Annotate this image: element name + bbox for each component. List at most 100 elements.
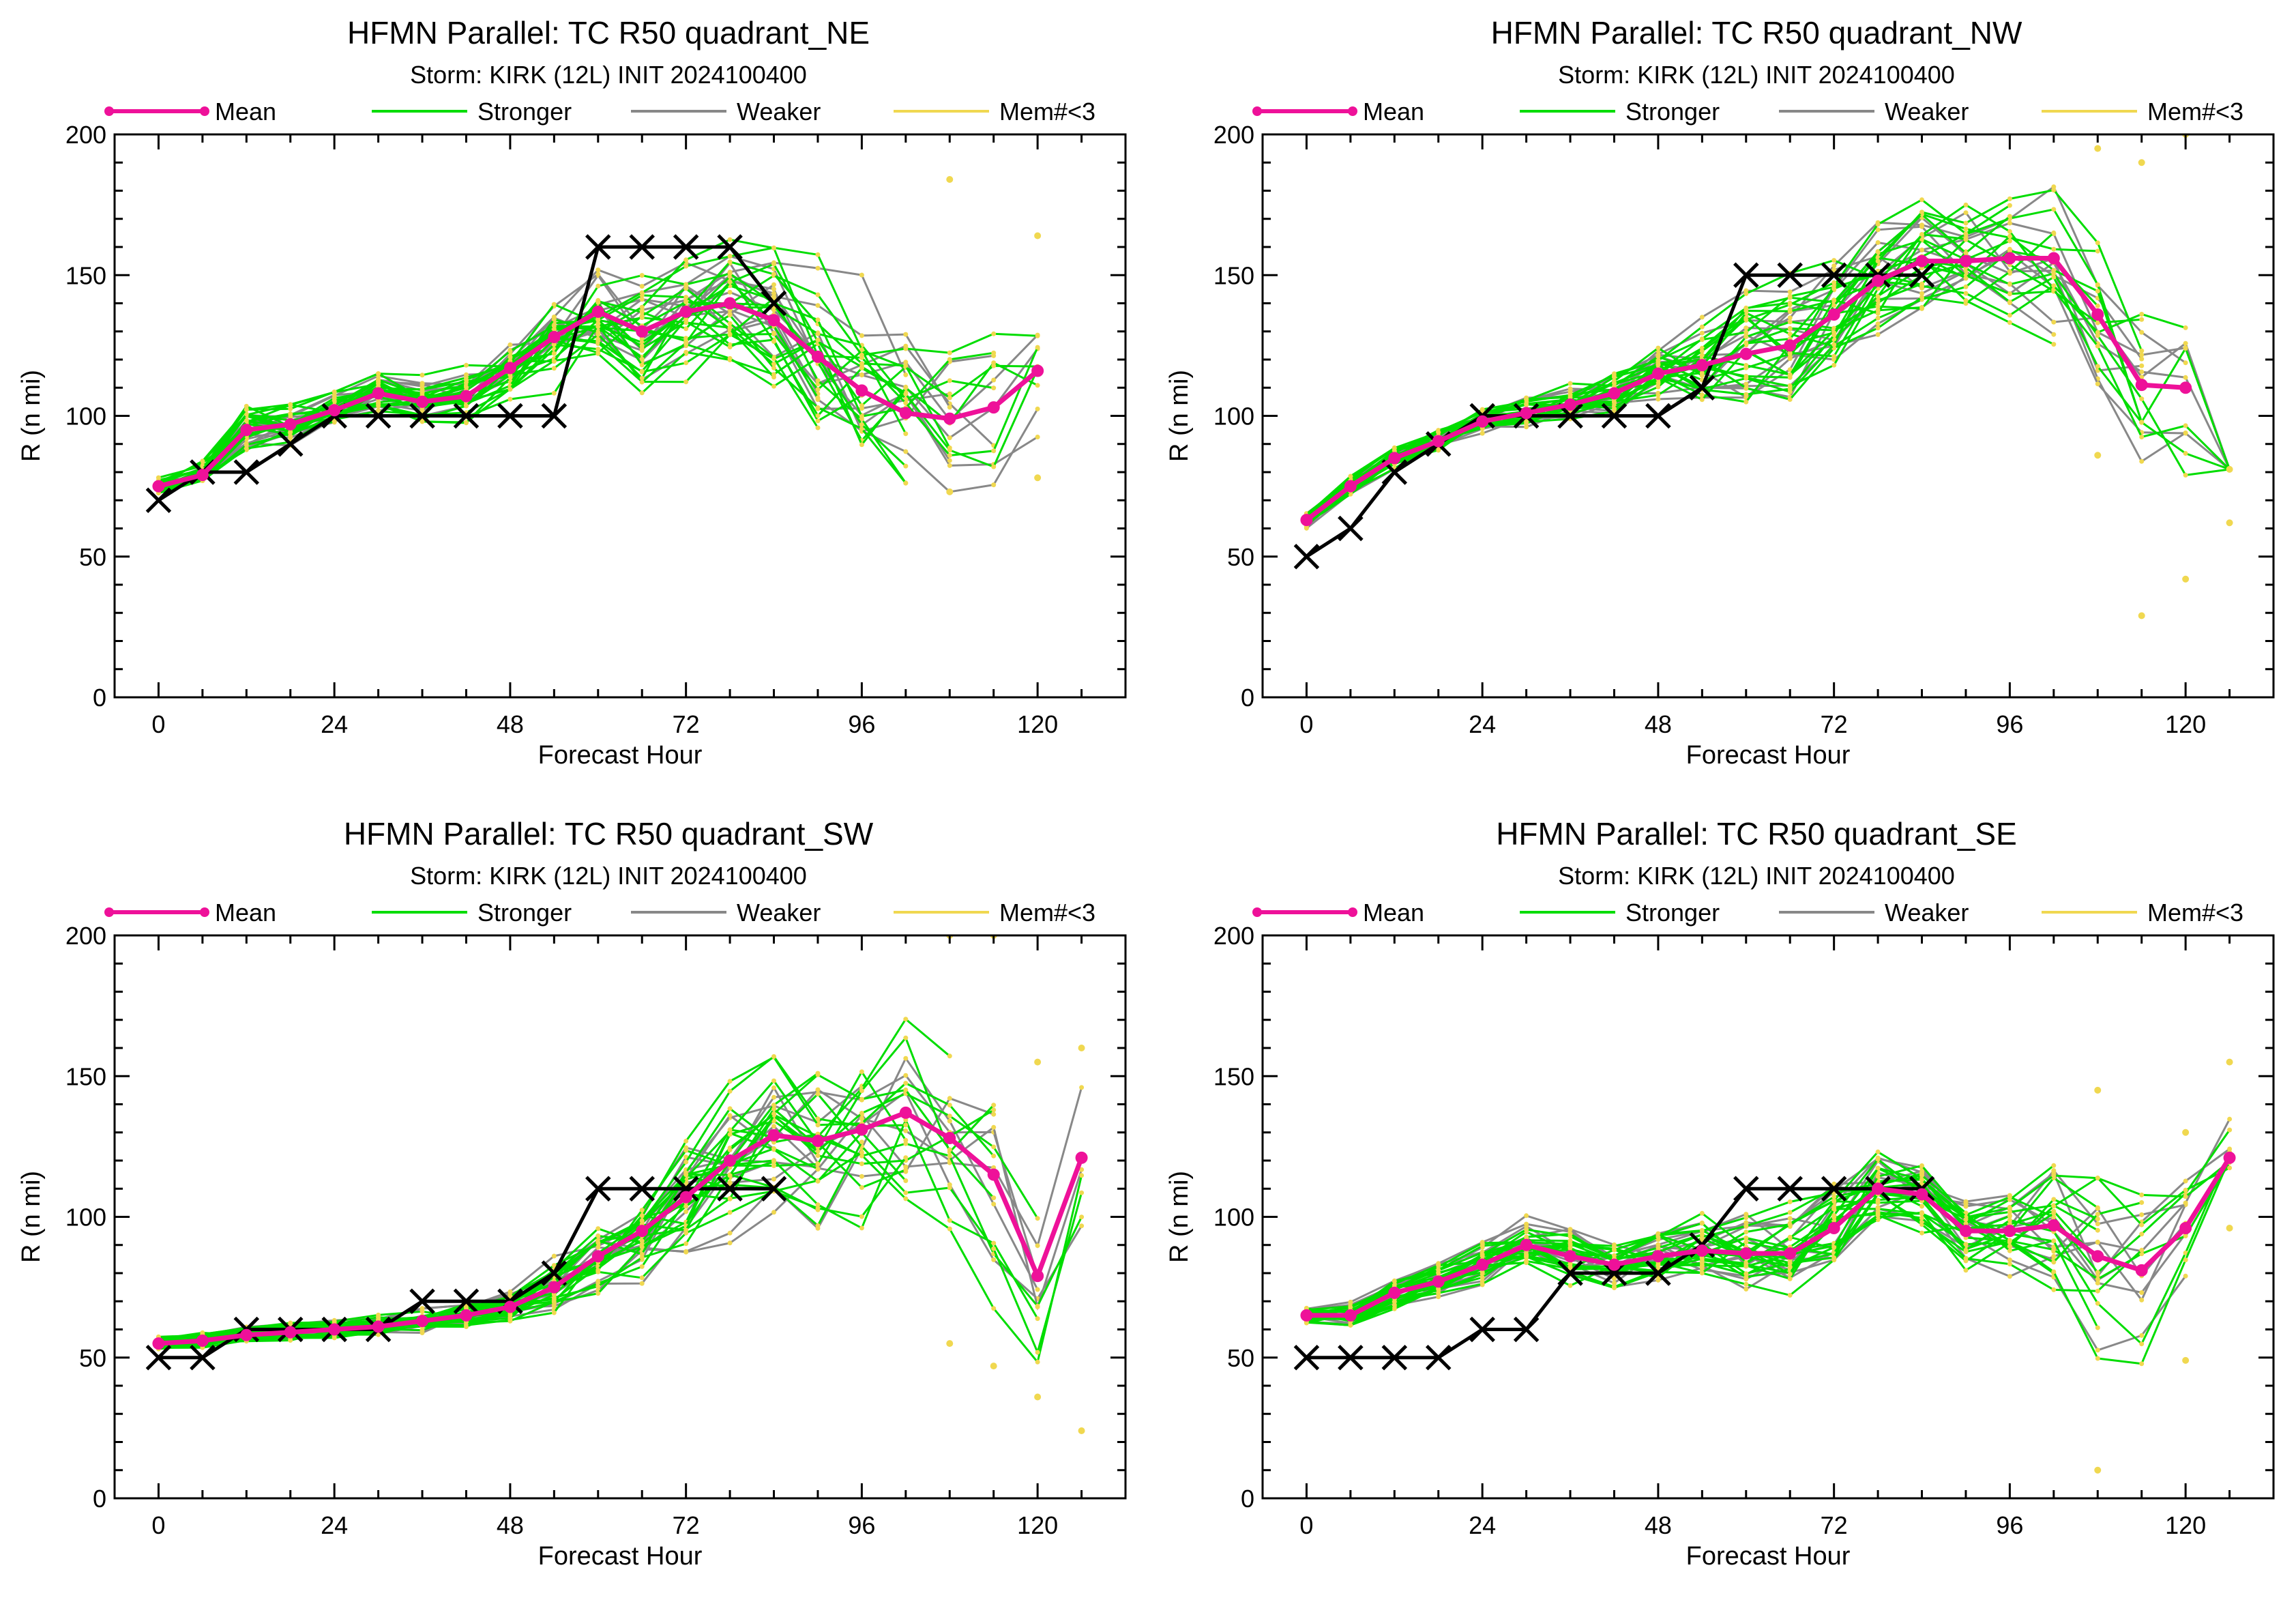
mean-point [987, 1168, 1000, 1181]
legend-label: Mem#<3 [2147, 98, 2243, 126]
ensemble-member-point [1568, 381, 1573, 386]
ensemble-member-point [1875, 325, 1881, 331]
ensemble-member-point [1743, 1240, 1749, 1244]
ensemble-member-point [727, 312, 733, 318]
ensemble-member-point [903, 332, 909, 337]
ensemble-member-point [288, 433, 293, 439]
ensemble-member-point [815, 1161, 821, 1167]
ensemble-member-point [815, 1166, 821, 1171]
ensemble-member-point [1480, 1275, 1485, 1280]
ensemble-member-point [991, 331, 997, 336]
ensemble-member-point [639, 362, 645, 368]
ensemble-member-point [991, 1153, 997, 1159]
chart-subtitle: Storm: KIRK (12L) INIT 2024100400 [1558, 862, 1955, 890]
ensemble-member-point [376, 403, 381, 408]
ensemble-member-point [771, 1111, 776, 1116]
legend-marker [1252, 106, 1262, 116]
ensemble-member-point [2095, 364, 2100, 369]
ensemble-member-point [1963, 276, 1969, 281]
ensemble-member-point [2139, 420, 2145, 425]
ensemble-member-point [771, 1124, 776, 1129]
ensemble-member-point [639, 1213, 645, 1219]
ensemble-member-point [1612, 1281, 1617, 1286]
ensemble-member-point [2051, 1197, 2057, 1202]
mean-point [1031, 364, 1044, 377]
ensemble-member-point [1787, 350, 1793, 355]
ensemble-member-point [1524, 1221, 1529, 1227]
ensemble-member-point [639, 1238, 645, 1244]
ensemble-member-point [727, 325, 733, 330]
ensemble-member-point [1612, 406, 1617, 411]
ensemble-member-point [595, 351, 601, 356]
ensemble-member-point [551, 366, 557, 371]
ensemble-member-point [1743, 1223, 1749, 1229]
y-tick-label: 50 [79, 543, 106, 571]
ensemble-member-point [1963, 1204, 1969, 1209]
ensemble-member-point [1743, 1271, 1749, 1277]
x-tick-label: 0 [151, 710, 165, 738]
mean-point [724, 1154, 737, 1167]
ensemble-member-point [903, 1178, 909, 1183]
ensemble-member-point [639, 304, 645, 310]
x-tick-label: 72 [1821, 710, 1848, 738]
x-tick-label: 96 [1996, 710, 2023, 738]
ensemble-member-point [1831, 1206, 1837, 1212]
x-tick-label: 48 [497, 710, 524, 738]
ensemble-member-point [639, 1255, 645, 1260]
ensemble-member-point [991, 350, 997, 355]
ensemble-member-point [2007, 220, 2012, 226]
legend-item-stronger: Stronger [372, 899, 572, 927]
ensemble-member-point [859, 442, 864, 448]
ensemble-member-line [158, 1073, 995, 1343]
ensemble-member-point [639, 368, 645, 374]
ensemble-member-point [1699, 1263, 1705, 1268]
ensemble-member-point [2095, 1277, 2100, 1282]
ensemble-member-point [1655, 1234, 1661, 1240]
ensemble-member-point [683, 1172, 689, 1178]
ensemble-member-point [1831, 1199, 1837, 1204]
mean-point [548, 331, 561, 343]
ensemble-member-point [1655, 362, 1661, 368]
ensemble-member-point [2051, 1287, 2057, 1292]
ensemble-member-point [595, 283, 601, 289]
ensemble-member-point [2095, 320, 2100, 325]
ensemble-member-point [903, 392, 909, 396]
ensemble-member-point [1743, 1229, 1749, 1235]
ensemble-member-point [815, 338, 821, 343]
ensemble-member-point [947, 453, 952, 458]
mean-point [284, 1326, 297, 1339]
ensemble-member-point [815, 1116, 821, 1122]
sparse-member-point [2138, 612, 2145, 620]
ensemble-member-point [1743, 1212, 1749, 1217]
ensemble-member-point [1831, 258, 1837, 263]
mean-point [1564, 1250, 1577, 1263]
ensemble-member-point [1875, 1212, 1881, 1217]
ensemble-member-point [1919, 224, 1924, 229]
ensemble-member-point [2051, 207, 2057, 212]
ensemble-member-point [1035, 1359, 1040, 1365]
mean-point [767, 314, 780, 327]
ensemble-member-point [2183, 346, 2188, 351]
mean-point [1827, 1222, 1840, 1234]
observed-x-marker [233, 459, 260, 485]
ensemble-member-point [1035, 333, 1040, 338]
ensemble-member-point [2051, 1247, 2057, 1253]
ensemble-member-point [639, 284, 645, 289]
ensemble-member-point [332, 389, 337, 394]
sparse-member-point [2094, 452, 2102, 459]
mean-point [1608, 387, 1621, 400]
ensemble-member-point [947, 445, 952, 450]
observed-x-marker [190, 1344, 216, 1371]
ensemble-member-point [1035, 406, 1040, 411]
ensemble-member-point [1612, 400, 1617, 405]
mean-point [591, 1250, 604, 1263]
ensemble-member-point [1743, 330, 1749, 335]
ensemble-member-point [507, 354, 513, 360]
mean-point [2179, 1222, 2192, 1234]
observed-x-marker [1513, 1316, 1540, 1343]
ensemble-member-point [420, 390, 425, 396]
ensemble-member-point [2007, 248, 2012, 254]
ensemble-member-point [683, 320, 689, 325]
mean-point [636, 325, 649, 338]
ensemble-member-point [683, 1139, 689, 1144]
